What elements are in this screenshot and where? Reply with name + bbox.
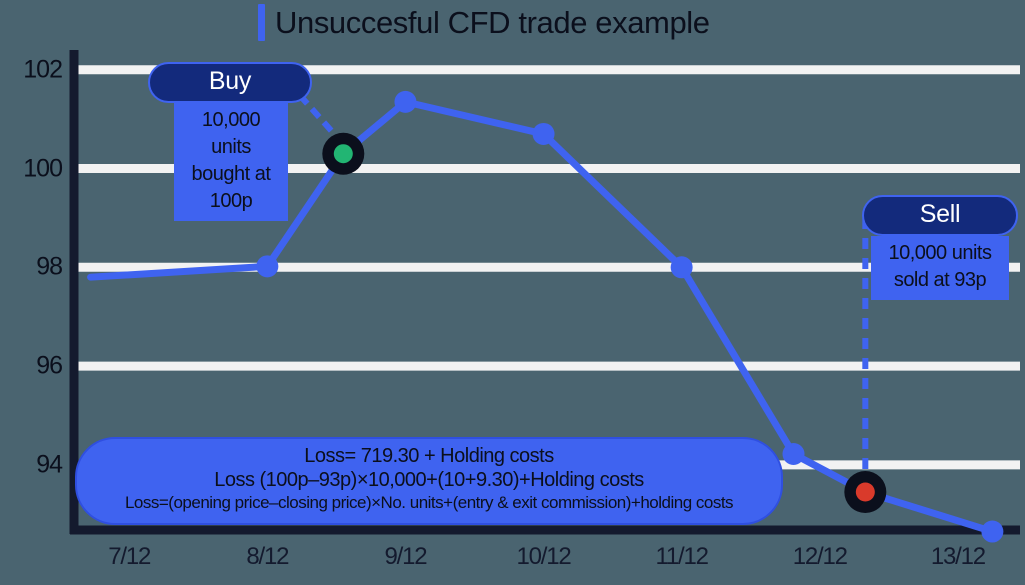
chart-title-group: Unsuccesful CFD trade example [258,4,710,41]
sell-callout-header: Sell [862,195,1018,236]
buy-marker-core [333,144,353,164]
y-axis-tick-94: 94 [36,450,63,479]
sell-callout-body: 10,000 units sold at 93p [871,236,1009,300]
x-axis-tick-13-12: 13/12 [930,543,986,570]
x-axis-tick-9-12: 9/12 [384,543,427,570]
data-point [532,122,555,145]
buy-callout: Buy 10,000 units bought at 100p [148,62,312,221]
callout-leader-lines [285,80,869,475]
x-axis-tick-8-12: 8/12 [246,543,289,570]
buy-callout-header: Buy [148,62,312,103]
data-point [256,255,279,278]
data-point-markers [256,90,1004,543]
x-axis-tick-10-12: 10/12 [516,543,572,570]
y-axis-tick-102: 102 [23,55,63,84]
page-title: Unsuccesful CFD trade example [275,5,710,40]
x-axis-tick-7-12: 7/12 [108,543,151,570]
data-point [981,520,1004,543]
y-axis-tick-96: 96 [36,351,63,380]
loss-formula-numbers: Loss (100p‒93p)×10,000+(10+9.30)+Holding… [214,469,644,492]
y-axis-tick-100: 100 [23,154,63,183]
loss-formula-total: Loss= 719.30 + Holding costs [304,445,554,467]
data-point [394,90,417,113]
data-point [782,442,805,465]
buy-callout-body: 10,000 units bought at 100p [174,103,288,221]
sell-marker-core [855,482,875,502]
y-axis-tick-98: 98 [36,252,63,281]
x-axis-tick-12-12: 12/12 [792,543,848,570]
title-accent-bar [258,4,265,41]
y-axis-tick-labels: 94 96 98 100 102 [0,0,63,585]
x-axis-tick-11-12: 11/12 [655,543,709,570]
loss-formula-general: Loss=(opening price‒closing price)×No. u… [124,492,734,512]
buy-leader-line [285,80,342,142]
sell-callout: Sell 10,000 units sold at 93p [862,195,1018,300]
trade-markers [322,132,887,514]
loss-summary-box: Loss= 719.30 + Holding costs Loss (100p‒… [75,437,783,525]
data-point [670,256,693,279]
